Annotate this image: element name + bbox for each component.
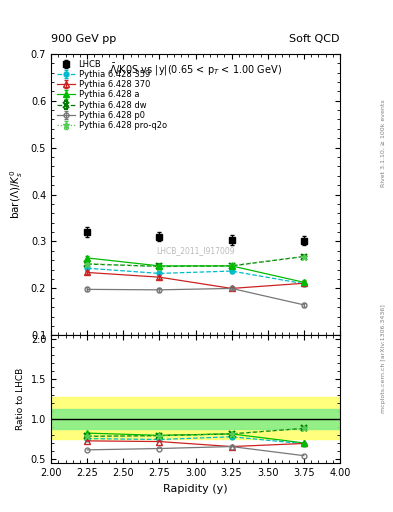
Text: LHCB_2011_I917009: LHCB_2011_I917009 [156,246,235,255]
Y-axis label: Ratio to LHCB: Ratio to LHCB [16,368,25,431]
Text: $\bar{\Lambda}$/K0S vs |y|(0.65 < p$_T$ < 1.00 GeV): $\bar{\Lambda}$/K0S vs |y|(0.65 < p$_T$ … [109,62,282,78]
Bar [51,397,340,439]
Y-axis label: bar($\Lambda$)/$K^0_s$: bar($\Lambda$)/$K^0_s$ [9,170,25,219]
Text: mcplots.cern.ch [arXiv:1306.3436]: mcplots.cern.ch [arXiv:1306.3436] [381,304,386,413]
Text: 900 GeV pp: 900 GeV pp [51,33,116,44]
Legend: LHCB, Pythia 6.428 359, Pythia 6.428 370, Pythia 6.428 a, Pythia 6.428 dw, Pythi: LHCB, Pythia 6.428 359, Pythia 6.428 370… [53,56,170,134]
Bar [51,409,340,429]
X-axis label: Rapidity (y): Rapidity (y) [163,484,228,494]
Text: Rivet 3.1.10, ≥ 100k events: Rivet 3.1.10, ≥ 100k events [381,99,386,187]
Text: Soft QCD: Soft QCD [290,33,340,44]
